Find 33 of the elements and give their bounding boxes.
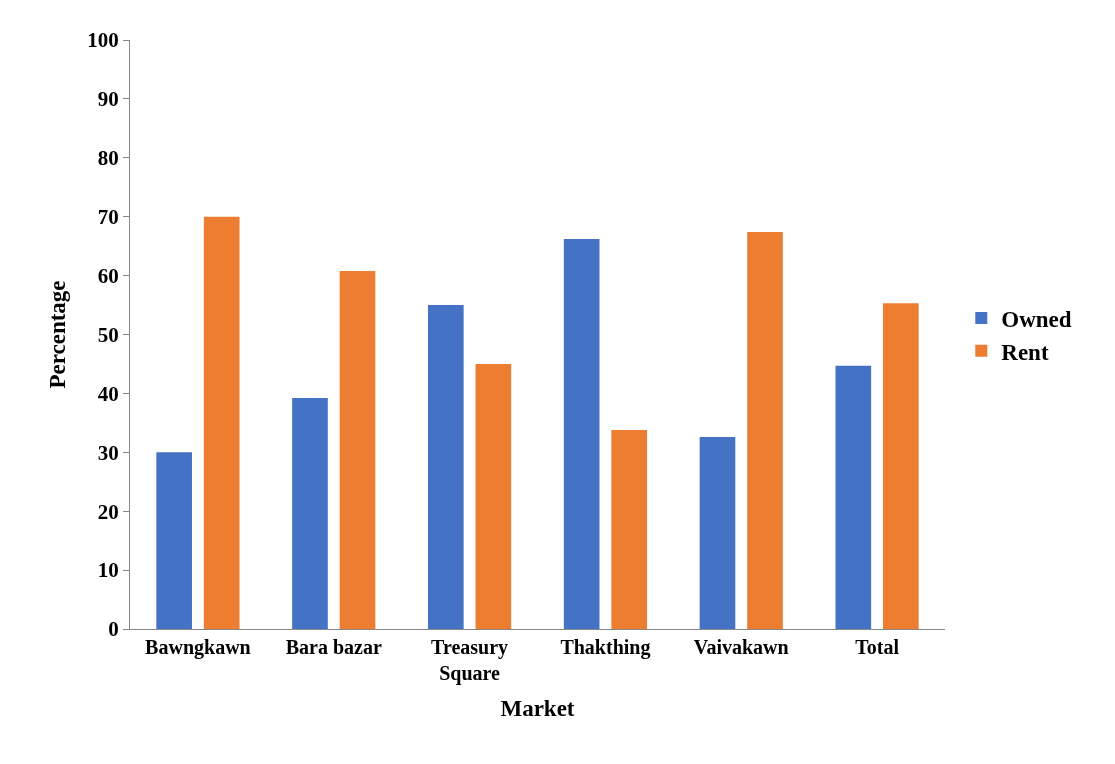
y-tick-label: 20 bbox=[97, 499, 119, 524]
y-tick-label: 80 bbox=[97, 146, 119, 171]
y-tick-label: 30 bbox=[97, 440, 119, 465]
y-tick-label: 70 bbox=[97, 205, 119, 230]
y-tick-label: 40 bbox=[97, 381, 119, 406]
x-tick-label: Bawngkawn bbox=[145, 636, 251, 659]
y-axis-title: Percentage bbox=[44, 280, 70, 389]
x-tick-label: Vaivakawn bbox=[693, 636, 789, 658]
y-tick-label: 10 bbox=[97, 558, 119, 583]
bar bbox=[883, 303, 919, 629]
x-tick-label: Thakthing bbox=[560, 636, 651, 659]
bar bbox=[835, 365, 872, 629]
x-tick-label: Total bbox=[855, 636, 900, 658]
bar bbox=[699, 436, 736, 629]
bar bbox=[563, 239, 600, 629]
bar bbox=[156, 452, 192, 629]
legend-label: Owned bbox=[1001, 306, 1072, 332]
y-tick-label: 100 bbox=[87, 28, 119, 53]
bar bbox=[475, 363, 512, 629]
bar bbox=[427, 305, 464, 629]
x-axis-title: Market bbox=[500, 695, 575, 721]
y-tick-label: 50 bbox=[97, 322, 119, 347]
bar bbox=[611, 429, 648, 629]
bar bbox=[339, 270, 376, 629]
y-tick-label: 60 bbox=[97, 263, 119, 288]
x-tick-label: Treasury Square bbox=[431, 636, 509, 685]
y-tick-label: 90 bbox=[97, 87, 119, 112]
legend-label: Rent bbox=[1001, 339, 1049, 365]
x-tick-label: Bara bazar bbox=[285, 636, 382, 658]
bar bbox=[203, 216, 240, 629]
bar bbox=[292, 398, 328, 629]
y-tick-label: 0 bbox=[108, 617, 119, 642]
bar bbox=[747, 232, 783, 629]
